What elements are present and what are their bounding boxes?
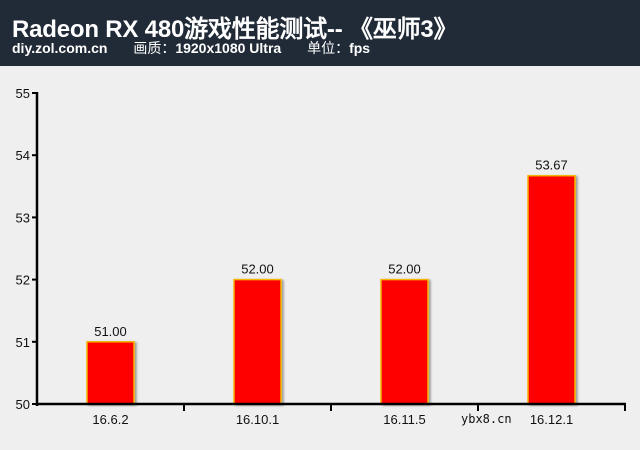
x-tick-label: 16.12.1 [530,412,573,427]
unit-value: fps [349,40,371,56]
y-tick-label: 54 [16,148,30,163]
bar [86,341,135,405]
y-tick-label: 52 [16,273,30,288]
unit-label: 单位： [307,40,350,56]
y-tick-label: 50 [16,397,30,412]
watermark: ybx8.cn [461,412,512,426]
bars: 51.00 52.00 52.00 53.67 [86,158,576,405]
quality-value: 1920x1080 Ultra [175,40,282,56]
x-tick-label: 16.11.5 [383,412,425,427]
chart-subtitle: diy.zol.com.cn 画质：1920x1080 Ultra 单位：fps [12,38,392,58]
bar-value-label: 53.67 [535,158,568,173]
quality-label: 画质： [133,40,176,56]
bar [527,174,576,405]
source-text: diy.zol.com.cn [12,40,108,56]
bar-value-label: 52.00 [241,262,274,277]
x-axis-ticks: 16.6.2 16.10.1 16.11.5 16.12.1 [92,404,626,427]
chart-header: Radeon RX 480游戏性能测试-- 《巫师3》 diy.zol.com.… [0,0,640,66]
y-axis-ticks: 50 51 52 53 54 55 [16,86,37,412]
bar [233,278,282,405]
y-tick-label: 53 [16,210,30,225]
x-tick-label: 16.6.2 [92,412,128,427]
y-tick-label: 51 [16,335,30,350]
bar-value-label: 51.00 [94,324,127,339]
y-tick-label: 55 [16,86,30,101]
bar-value-label: 52.00 [388,262,421,277]
bar [380,278,429,405]
x-tick-label: 16.10.1 [236,412,279,427]
chart-title: Radeon RX 480游戏性能测试-- 《巫师3》 [12,16,458,43]
